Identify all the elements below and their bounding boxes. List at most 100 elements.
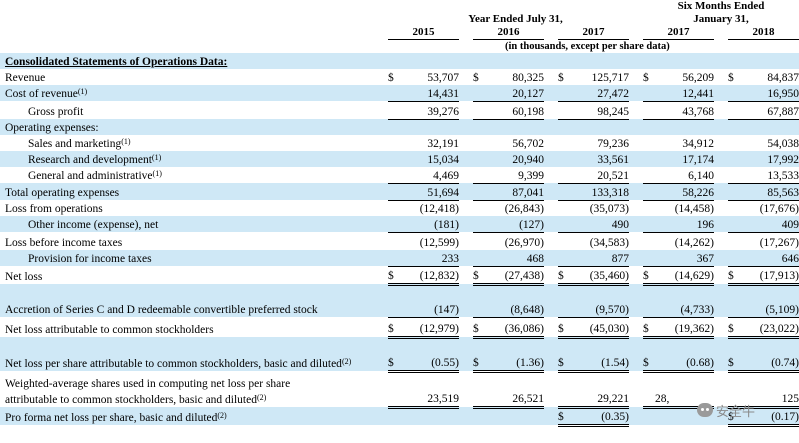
cell-value: 28,: [655, 371, 714, 409]
row-label: Accretion of Series C and D redeemable c…: [0, 284, 388, 317]
row-label: Net loss attributable to common stockhol…: [5, 324, 214, 336]
currency-sign: $: [728, 317, 740, 339]
chat-bubble-icon: [697, 403, 713, 417]
row-label: Total operating expenses: [0, 183, 388, 200]
cell-value: 17,174: [655, 151, 714, 167]
cell-value: (36,086): [485, 317, 544, 339]
currency-sign: $: [558, 266, 570, 286]
cell-value: 14,431: [400, 85, 459, 102]
cell-value: (147): [400, 284, 459, 318]
currency-sign: $: [643, 266, 655, 286]
cell-value: 58,226: [655, 183, 714, 201]
cell-value: (14,262): [674, 237, 714, 249]
row-label: Sales and marketing(1): [28, 137, 131, 150]
currency-sign: $: [728, 407, 740, 427]
cell-value: (0.55): [400, 337, 459, 373]
currency-sign: $: [473, 317, 485, 339]
currency-sign: $: [558, 317, 570, 339]
cell-value: 60,198: [485, 101, 544, 120]
row-label: Loss from operations: [5, 203, 103, 215]
cell-value: (34,583): [589, 237, 629, 249]
row-label: Provision for income taxes: [0, 250, 388, 266]
cell-value: (17,913): [740, 266, 799, 286]
cell-value: 20,127: [485, 85, 544, 102]
cell-value: (9,570): [570, 284, 629, 318]
cell-value: 23,519: [400, 371, 459, 409]
cell-value: 53,707: [427, 72, 459, 84]
cell-value: 233: [400, 250, 459, 267]
row-label: Cost of revenue(1): [0, 85, 388, 101]
cell-value: 34,912: [682, 138, 714, 150]
cell-value: 12,441: [655, 85, 714, 102]
currency-sign: $: [473, 72, 479, 84]
cell-value: (45,030): [570, 317, 629, 339]
cell-value: (12,979): [400, 317, 459, 339]
currency-sign: $: [473, 266, 485, 286]
row-label: Operating expenses:: [0, 119, 388, 135]
cell-value: 646: [740, 250, 799, 267]
cell-value: 56,702: [512, 138, 544, 150]
cell-value: (5,109): [740, 284, 799, 318]
cell-value: 51,694: [400, 183, 459, 201]
units-note: (in thousands, except per share data): [505, 41, 670, 52]
cell-value: (19,362): [655, 317, 714, 339]
cell-value: 16,950: [740, 85, 799, 102]
currency-sign: $: [643, 317, 655, 339]
currency-sign: $: [643, 337, 655, 373]
currency-sign: $: [558, 407, 570, 427]
section-title: Consolidated Statements of Operations Da…: [0, 53, 388, 69]
cell-value: (17,267): [759, 237, 799, 249]
cell-value: 9,399: [485, 167, 544, 184]
row-label: Weighted-average shares used in computin…: [5, 378, 291, 406]
cell-value: (23,022): [740, 317, 799, 339]
row-label: Other income (expense), net: [0, 216, 388, 232]
cell-value: 87,041: [485, 183, 544, 201]
row-label: Gross profit: [28, 106, 84, 118]
year-2017-header: 2017: [558, 26, 629, 40]
cell-value: (14,629): [655, 266, 714, 286]
cell-value: (27,438): [485, 266, 544, 286]
watermark: 安全牛: [697, 400, 797, 420]
cell-value: 26,521: [485, 371, 544, 409]
currency-sign: $: [643, 72, 649, 84]
cell-value: (127): [485, 216, 544, 233]
cell-value: 133,318: [570, 183, 629, 201]
cell-value: 409: [740, 216, 799, 233]
cell-value: 80,325: [512, 72, 544, 84]
cell-value: 125,717: [591, 72, 629, 84]
cell-value: 39,276: [400, 101, 459, 120]
six-months-header-line2: January 31,: [693, 13, 749, 25]
cell-value: 85,563: [740, 183, 799, 201]
cell-value: (12,599): [419, 237, 459, 249]
currency-sign: $: [473, 337, 485, 373]
year-2016-header: 2016: [473, 26, 544, 40]
cell-value: 4,469: [400, 167, 459, 184]
cell-value: (35,460): [570, 266, 629, 286]
cell-value: 32,191: [427, 138, 459, 150]
cell-value: 54,038: [767, 138, 799, 150]
cell-value: 67,887: [740, 101, 799, 120]
cell-value: 20,521: [570, 167, 629, 184]
cell-value: 43,768: [655, 101, 714, 120]
cell-value: 29,221: [570, 371, 629, 409]
cell-value: (12,418): [419, 203, 459, 215]
row-label: Revenue: [5, 72, 46, 84]
cell-value: 79,236: [597, 138, 629, 150]
cell-value: (0.35): [570, 407, 629, 427]
cell-value: 490: [570, 216, 629, 233]
cell-value: (12,832): [400, 266, 459, 286]
cell-value: (1.54): [570, 337, 629, 373]
currency-sign: $: [558, 337, 570, 373]
cell-value: 367: [655, 250, 714, 267]
cell-value: (0.74): [740, 337, 799, 373]
cell-value: 17,992: [740, 151, 799, 167]
row-label: Loss before income taxes: [5, 237, 123, 249]
currency-sign: $: [388, 72, 394, 84]
cell-value: (17,676): [759, 203, 799, 215]
row-label: Research and development(1): [0, 151, 388, 167]
cell-value: (35,073): [589, 203, 629, 215]
currency-sign: $: [558, 72, 564, 84]
cell-value: 84,837: [767, 72, 799, 84]
cell-value: 6,140: [655, 167, 714, 184]
